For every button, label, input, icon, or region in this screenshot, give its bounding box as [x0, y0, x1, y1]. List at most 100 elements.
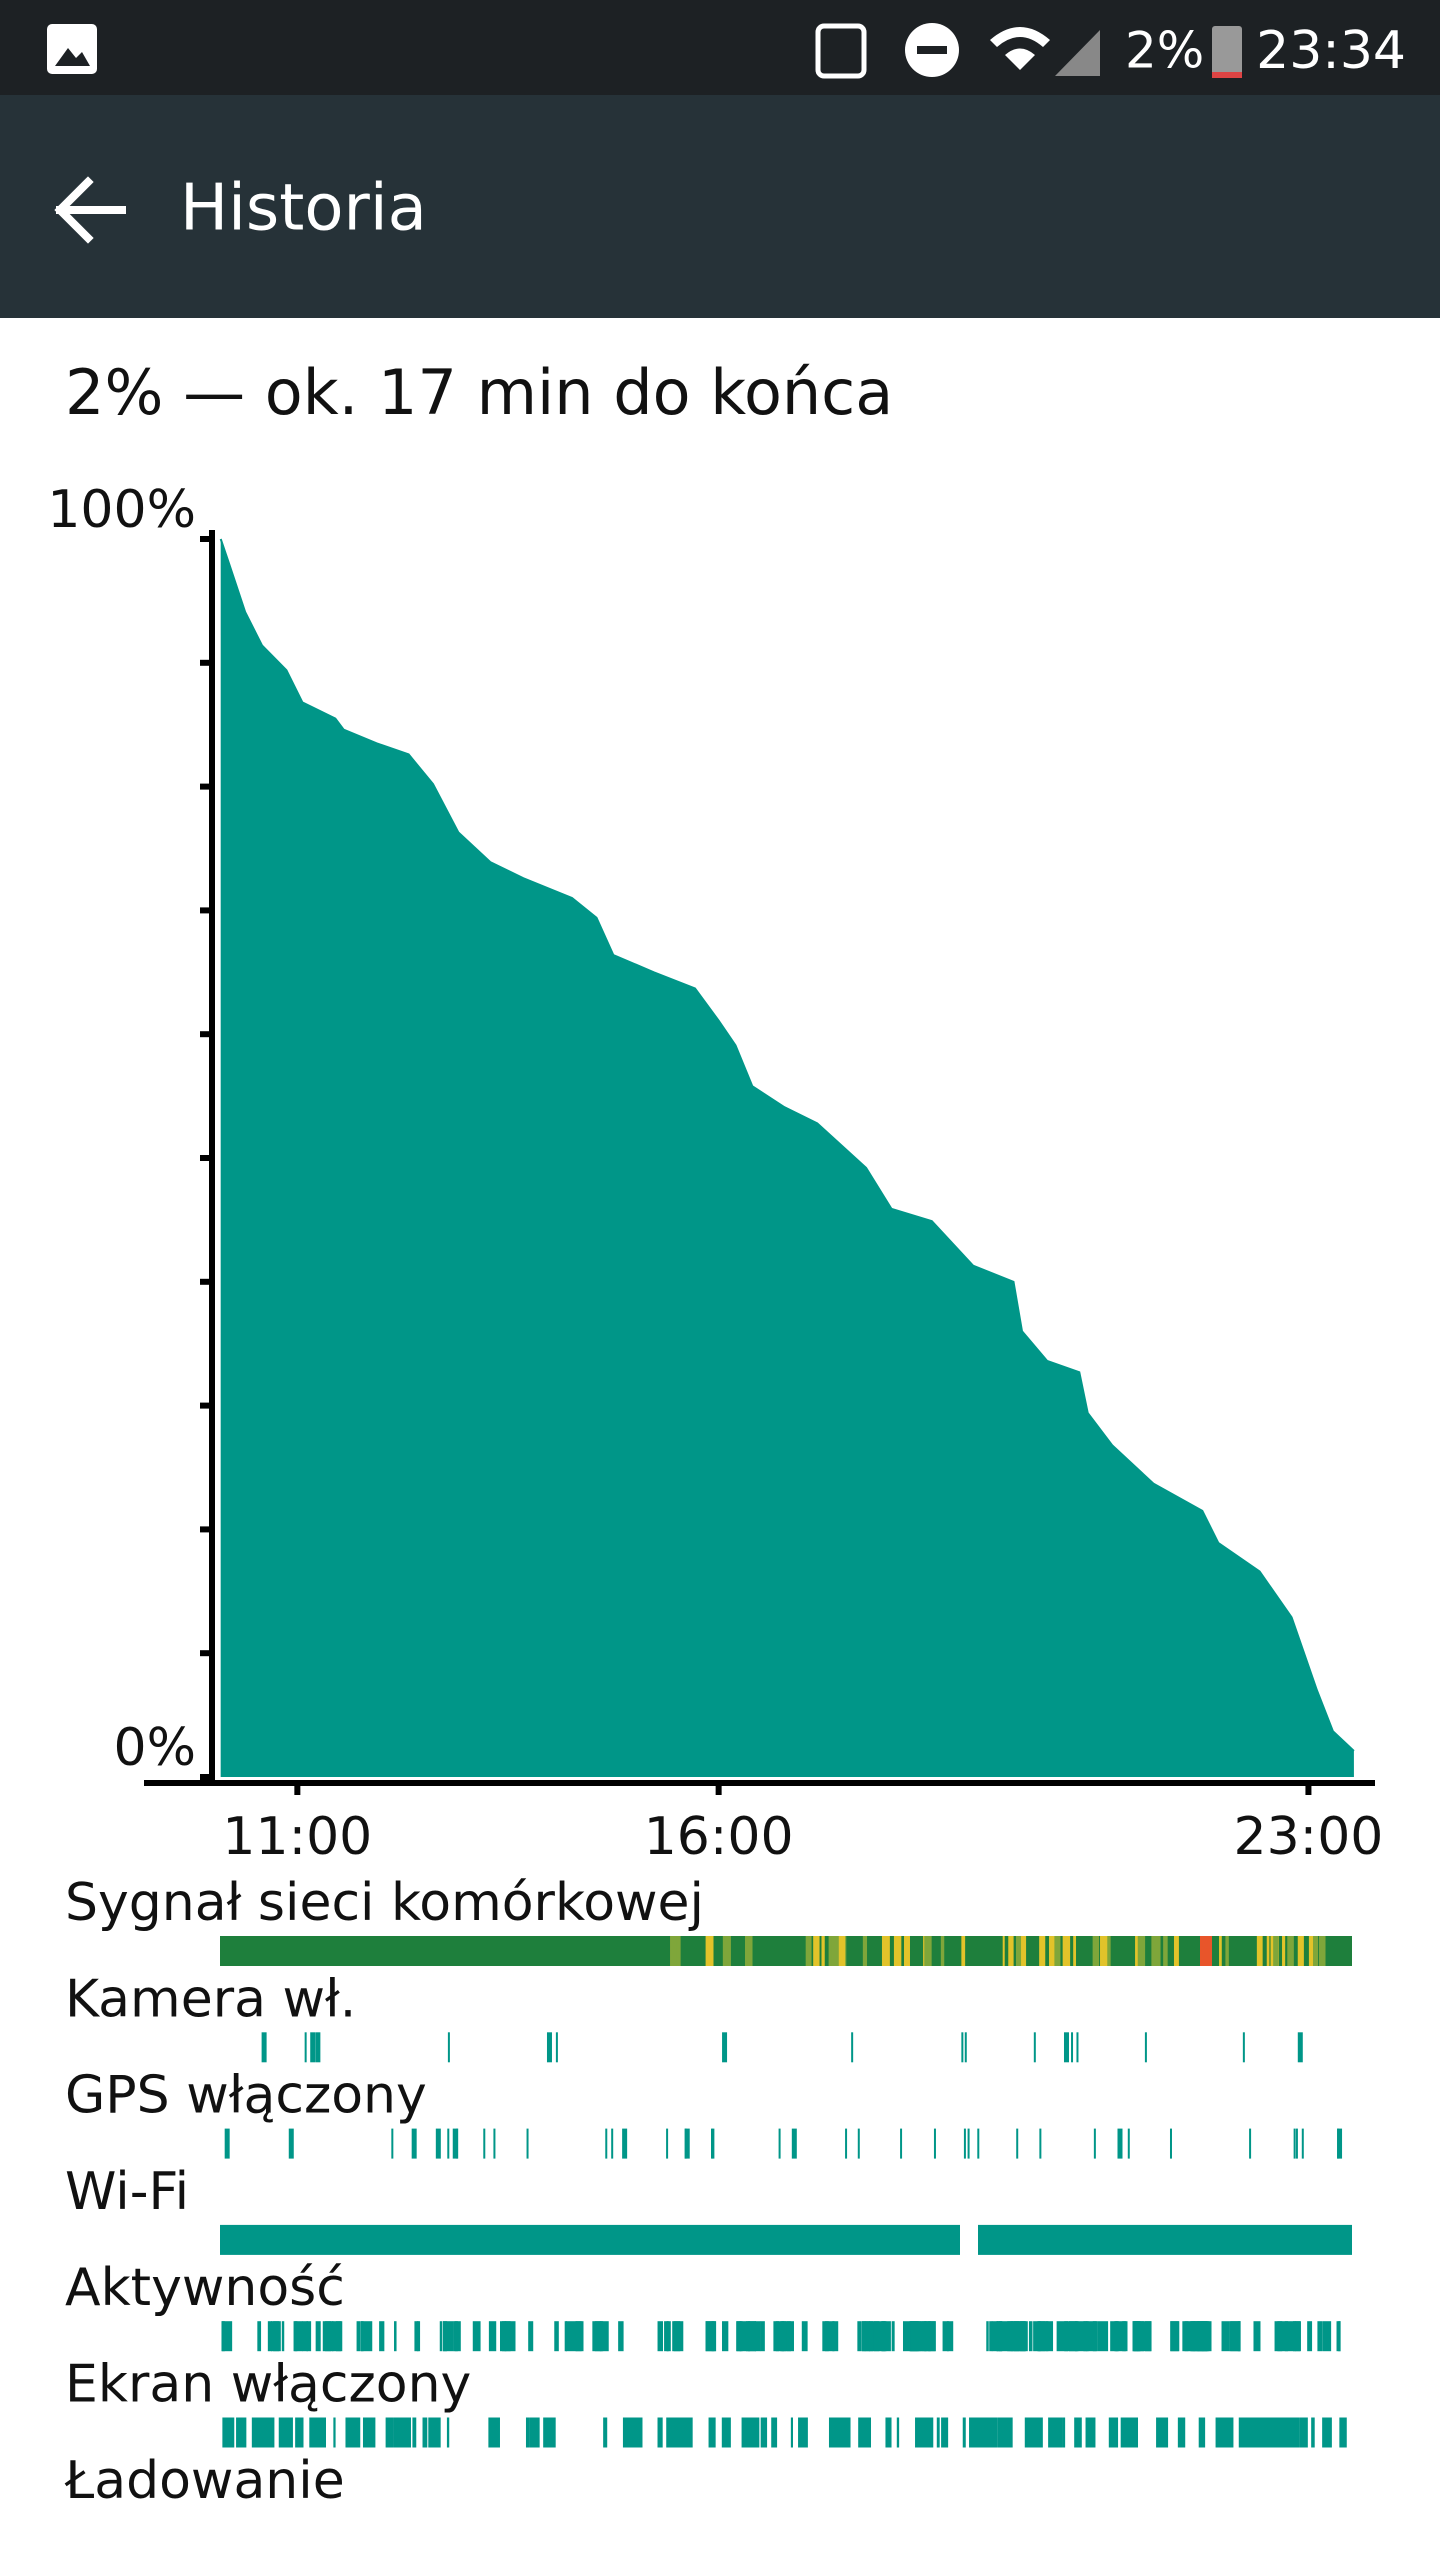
row-segment [667, 2321, 671, 2352]
row-segment [1124, 2321, 1128, 2352]
row-segment [472, 2321, 481, 2352]
row-segment [824, 2321, 835, 2352]
row-segment [942, 2321, 949, 2352]
row-segment [1085, 2417, 1094, 2448]
row-segment [1293, 2321, 1296, 2352]
back-button[interactable] [54, 176, 126, 244]
row-segment [306, 2321, 312, 2352]
row-segment [902, 2321, 911, 2352]
row-segment [1016, 2128, 1019, 2159]
row-segment [227, 2417, 233, 2448]
row-segment [348, 2417, 357, 2448]
row-segment [526, 2128, 529, 2159]
signal-segment [1287, 1936, 1294, 1966]
row-segment [394, 2321, 397, 2352]
row-segment [1274, 2417, 1284, 2448]
row-segment [711, 2128, 714, 2159]
signal-segment [821, 1936, 825, 1966]
app-bar [0, 95, 1440, 318]
row-segment [736, 2321, 743, 2352]
row-segment [1045, 2321, 1054, 2352]
row-segment [657, 2417, 660, 2448]
row-segment [1290, 2417, 1300, 2448]
row-segment [282, 2417, 292, 2448]
signal-segment [1219, 1936, 1222, 1966]
row-segment [1109, 2417, 1119, 2448]
row-segment [435, 2128, 441, 2159]
row-label: Aktywność [65, 2258, 345, 2318]
row-segment [293, 2321, 303, 2352]
row-segment [227, 2417, 230, 2448]
dnd-icon-bar [917, 46, 947, 54]
row-segment [1253, 2321, 1261, 2352]
row-segment [253, 2417, 262, 2448]
row-segment [1317, 2321, 1323, 2352]
row-segment [447, 2128, 450, 2159]
row-segment [488, 2417, 500, 2448]
row-segment [1322, 2417, 1327, 2448]
signal-segment [722, 1936, 731, 1966]
row-segment [543, 2417, 550, 2448]
signal-segment [1054, 1936, 1061, 1966]
row-segment [319, 2417, 326, 2448]
row-segment [752, 2417, 760, 2448]
row-segment [1301, 2128, 1304, 2159]
row-segment [362, 2417, 375, 2448]
row-segment [273, 2321, 281, 2352]
signal-segment [813, 1936, 820, 1966]
row-segment [1295, 2321, 1300, 2352]
row-segment [599, 2321, 609, 2352]
row-segment [1132, 2321, 1142, 2352]
signal-segment [1021, 1936, 1027, 1966]
row-segment [1198, 2417, 1206, 2448]
row-segment [1248, 2417, 1261, 2448]
row-segment [317, 2417, 321, 2448]
row-segment [1071, 2032, 1074, 2063]
row-segment [1311, 2417, 1315, 2448]
app-bar-title: Historia [180, 172, 427, 246]
row-segment [1093, 2128, 1096, 2159]
row-segment [221, 2321, 233, 2352]
row-segment [322, 2321, 332, 2352]
battery-icon [1212, 26, 1242, 78]
row-segment [315, 2032, 321, 2063]
row-segment [1282, 2417, 1292, 2448]
signal-segment [1273, 1936, 1279, 1966]
row-segment [1062, 2417, 1066, 2448]
row-segment [333, 2417, 336, 2448]
area-fill [220, 539, 1354, 1777]
row-segment [1067, 2321, 1078, 2352]
row-segment [929, 2417, 934, 2448]
row-label: Ekran włączony [65, 2355, 471, 2415]
row-segment [962, 2417, 966, 2448]
row-segment [1007, 2417, 1013, 2448]
signal-segment [805, 1936, 812, 1966]
row-segment [547, 2417, 556, 2448]
row-segment [564, 2321, 567, 2352]
row-segment [594, 2321, 604, 2352]
row-segment [977, 2417, 986, 2448]
row-segment [1074, 2417, 1082, 2448]
row-segment [310, 2032, 316, 2063]
battery-level [1212, 72, 1242, 78]
row-segment [755, 2321, 761, 2352]
row-segment [1038, 2321, 1046, 2352]
row-segment [222, 2417, 230, 2448]
row-segment [528, 2321, 534, 2352]
row-segment [664, 2321, 668, 2352]
row-segment [224, 2128, 230, 2159]
row-segment [394, 2417, 402, 2448]
row-segment [565, 2321, 578, 2352]
row-segment [915, 2417, 925, 2448]
row-segment [857, 2321, 862, 2352]
row-segment [1092, 2321, 1097, 2352]
clock: 23:34 [1256, 21, 1406, 81]
row-segment [666, 2128, 669, 2159]
row-segment [741, 2417, 754, 2448]
signal-icon [1055, 30, 1100, 76]
row-segment [862, 2417, 872, 2448]
row-segment [1182, 2321, 1194, 2352]
row-segment [622, 2128, 628, 2159]
signal-segment [924, 1936, 932, 1966]
signal-segment [1135, 1936, 1140, 1966]
